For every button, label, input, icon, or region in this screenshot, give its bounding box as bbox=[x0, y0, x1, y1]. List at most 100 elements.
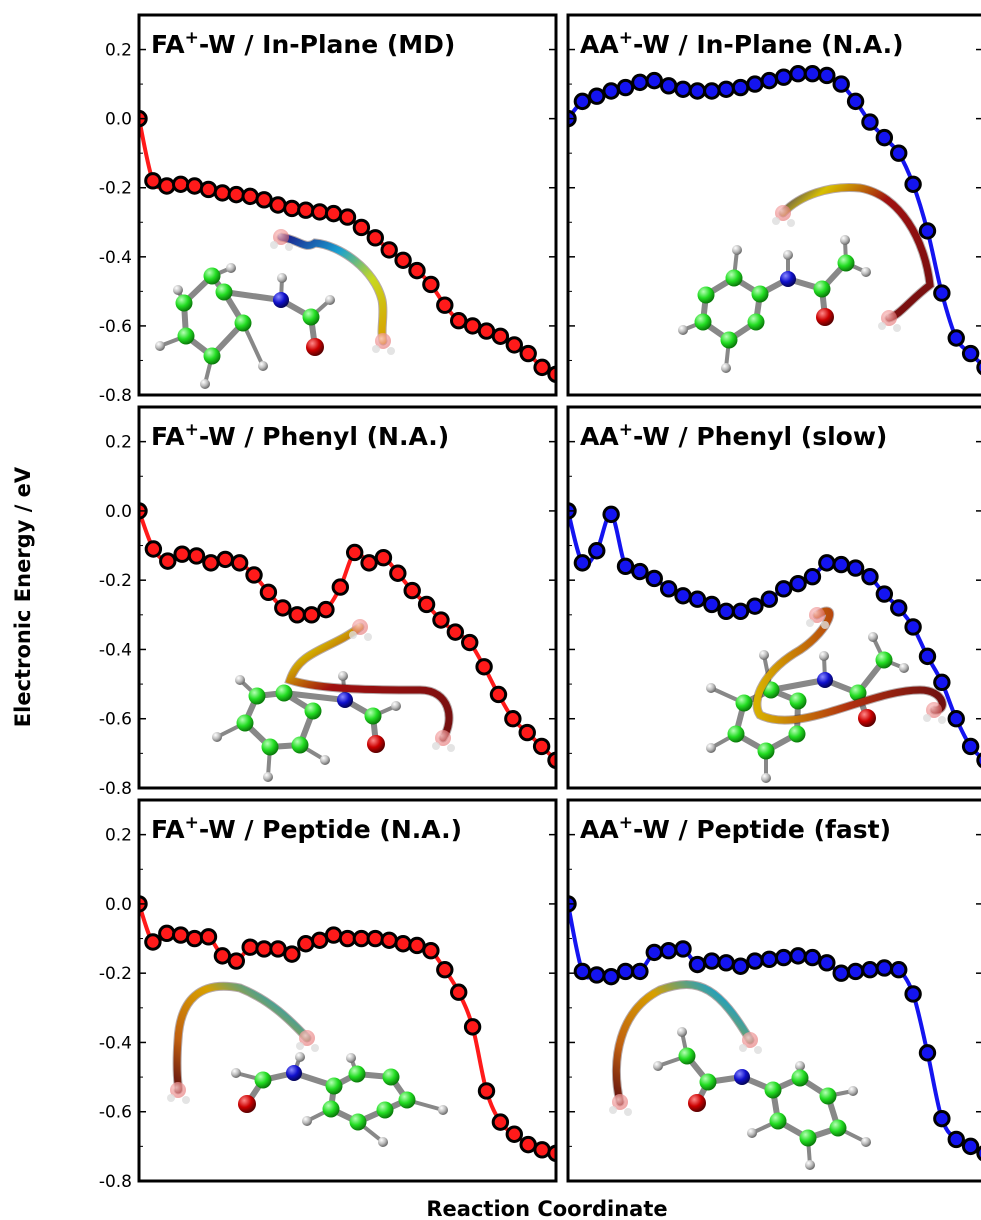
data-point bbox=[477, 1082, 496, 1100]
data-point bbox=[832, 75, 850, 93]
data-point bbox=[519, 1135, 537, 1154]
data-point bbox=[674, 587, 692, 605]
data-point bbox=[818, 554, 836, 572]
y-tick-label: 0.0 bbox=[105, 502, 132, 522]
data-point bbox=[861, 961, 879, 979]
panel-title: AA+-W / Peptide (fast) bbox=[580, 813, 891, 844]
panel-title: AA+-W / In-Plane (N.A.) bbox=[580, 28, 904, 59]
data-point bbox=[185, 929, 204, 948]
data-point bbox=[933, 673, 951, 692]
data-point bbox=[417, 595, 436, 614]
data-point bbox=[731, 602, 750, 621]
y-tick-label: 0.2 bbox=[105, 41, 132, 61]
data-point bbox=[760, 590, 779, 608]
plot-frame bbox=[566, 798, 981, 1183]
data-point bbox=[241, 187, 259, 206]
data-point bbox=[631, 562, 649, 581]
data-point bbox=[297, 201, 315, 219]
y-tick-label: -0.6 bbox=[99, 317, 132, 337]
data-point bbox=[904, 618, 922, 636]
data-point bbox=[573, 962, 592, 981]
data-point bbox=[789, 574, 807, 593]
data-point bbox=[144, 540, 163, 558]
data-point bbox=[185, 177, 204, 195]
data-point bbox=[394, 935, 412, 953]
y-tick-label: -0.4 bbox=[99, 248, 132, 268]
data-point bbox=[227, 952, 246, 970]
y-axis-title: Electronic Energy / eV bbox=[11, 466, 35, 727]
data-point bbox=[861, 113, 879, 131]
data-point bbox=[832, 964, 850, 982]
data-point bbox=[477, 322, 496, 340]
data-point bbox=[172, 926, 190, 944]
data-point bbox=[403, 581, 421, 600]
data-point bbox=[717, 80, 735, 98]
data-point bbox=[933, 1109, 951, 1128]
data-point bbox=[961, 344, 980, 363]
y-tick-label: 0.2 bbox=[105, 826, 132, 846]
data-point bbox=[789, 65, 807, 83]
data-point bbox=[245, 566, 263, 584]
data-point bbox=[159, 552, 177, 570]
plot-frame bbox=[566, 13, 981, 397]
data-point bbox=[227, 185, 246, 204]
data-point bbox=[602, 82, 620, 100]
data-point bbox=[674, 940, 692, 958]
data-point bbox=[616, 78, 635, 97]
chart-panel-4: AA+-W / Phenyl (slow) bbox=[566, 405, 981, 790]
data-point bbox=[918, 222, 937, 240]
data-point bbox=[731, 78, 750, 97]
data-point bbox=[976, 359, 981, 376]
data-point bbox=[491, 1113, 510, 1131]
data-point bbox=[338, 929, 357, 948]
data-point bbox=[803, 65, 822, 83]
data-point bbox=[904, 985, 922, 1003]
data-point bbox=[588, 966, 606, 984]
data-point bbox=[890, 961, 908, 979]
y-tick-label: 0.2 bbox=[105, 433, 132, 453]
plot-frame bbox=[137, 798, 558, 1183]
data-point bbox=[659, 941, 678, 960]
data-point bbox=[338, 208, 357, 226]
data-point bbox=[366, 229, 384, 247]
y-tick-label: -0.2 bbox=[99, 179, 132, 199]
y-tick-label: -0.6 bbox=[99, 1103, 132, 1123]
data-point bbox=[432, 611, 450, 629]
data-point bbox=[446, 623, 465, 641]
data-point bbox=[616, 557, 635, 576]
data-point bbox=[717, 602, 735, 621]
data-point bbox=[602, 505, 620, 524]
x-axis-title: Reaction Coordinate bbox=[426, 1197, 667, 1220]
data-point bbox=[269, 940, 287, 958]
data-point bbox=[588, 87, 606, 105]
data-point bbox=[172, 175, 190, 193]
data-point bbox=[463, 317, 482, 335]
data-point bbox=[904, 175, 922, 193]
data-point bbox=[760, 71, 779, 90]
data-point bbox=[688, 955, 707, 974]
data-point bbox=[352, 929, 371, 948]
data-point bbox=[746, 75, 764, 93]
data-point bbox=[297, 935, 315, 953]
panel-title: FA+-W / Peptide (N.A.) bbox=[151, 813, 462, 844]
plot-frame bbox=[566, 405, 981, 790]
data-point bbox=[533, 1141, 551, 1159]
data-point bbox=[311, 203, 329, 221]
data-point bbox=[422, 275, 440, 294]
data-point bbox=[450, 312, 468, 330]
data-point bbox=[890, 144, 908, 162]
data-point bbox=[602, 967, 620, 986]
molecule-illustration-5 bbox=[167, 981, 448, 1147]
data-point bbox=[158, 177, 176, 195]
data-point bbox=[288, 606, 306, 624]
data-point bbox=[302, 606, 321, 624]
data-point bbox=[659, 580, 678, 598]
molecule-illustration-4 bbox=[706, 606, 947, 783]
y-tick-label: -0.6 bbox=[99, 710, 132, 730]
data-point bbox=[173, 545, 191, 563]
panel-title: FA+-W / In-Plane (MD) bbox=[151, 28, 455, 59]
data-point bbox=[518, 723, 536, 742]
data-point bbox=[947, 1130, 965, 1149]
data-point bbox=[216, 550, 234, 569]
